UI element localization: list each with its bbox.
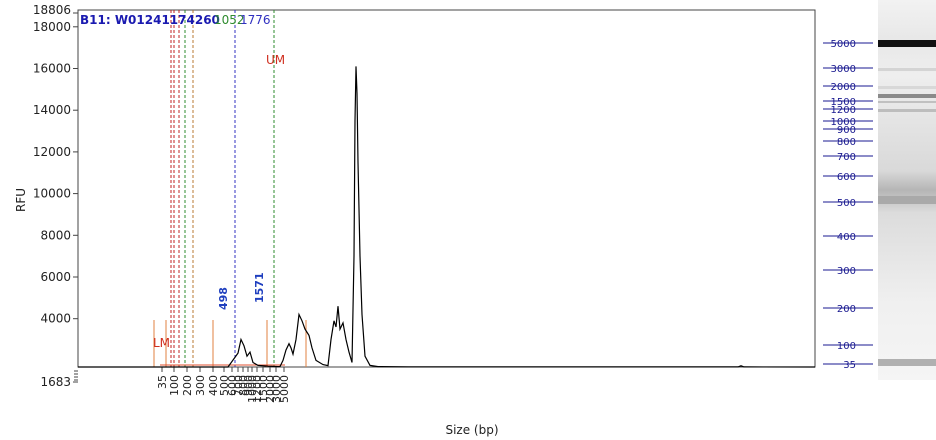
gel-band [878,40,936,47]
y-tick-label: 14000 [33,103,71,117]
y-axis-title: RFU [14,188,28,212]
y-tick-label: 12000 [33,145,71,159]
ladder-tick-label: 1500 [831,97,856,108]
y-tick-label: 18000 [33,20,71,34]
gel-band [878,101,936,103]
ladder-tick-label: 400 [837,232,856,243]
gel-lane [878,0,936,380]
ladder-tick-label: 1000 [831,117,856,128]
x-tick-label: 500 [218,375,231,396]
ladder-tick-label: 600 [837,172,856,183]
x-tick-label: 1000 [246,375,259,403]
x-tick-label: 300 [194,375,207,396]
x-tick-label: 900 [242,375,255,396]
gel-band [878,86,936,89]
sample-title: B11: W01241174260 [80,13,220,27]
ladder-tick-label: 200 [837,304,856,315]
ladder-tick-label: 5000 [831,39,856,50]
x-tick-label: 1200 [251,375,264,403]
y-tick-label: 10000 [33,187,71,201]
gel-band [878,196,936,204]
y-tick-label: 16000 [33,62,71,76]
peak-label: 1571 [253,272,266,303]
y-min-label: 1683 [40,375,71,389]
ladder-tick-label: 35 [843,360,856,371]
x-tick-label: 700 [232,375,245,396]
x-tick-label: 600 [226,375,239,396]
ladder-tick-label: 100 [837,341,856,352]
x-tick-label: 1500 [257,375,270,403]
peak-label: 498 [217,287,230,310]
ladder-tick-label: 3000 [831,64,856,75]
gel-band [878,68,936,71]
upper-marker-label: UM [266,53,285,67]
ladder-tick-label: 2000 [831,82,856,93]
x-tick-label: 5000 [278,375,291,403]
x-tick-label: 200 [181,375,194,396]
region-label: 1052 [214,13,245,27]
gel-band [878,94,936,98]
y-tick-label: 6000 [40,270,71,284]
ladder-tick-label: 900 [837,125,856,136]
y-tick-label: 8000 [40,228,71,242]
gel-band [878,109,936,112]
x-tick-label: 2000 [264,375,277,403]
ladder-tick-label: 1200 [831,105,856,116]
lower-marker-label: LM [153,336,170,350]
x-axis-title: Size (bp) [445,423,498,437]
gel-band [878,359,936,366]
ladder-tick-label: 800 [837,137,856,148]
ladder-tick-label: 500 [837,198,856,209]
x-tick-label: 100 [168,375,181,396]
region-label: 1776 [240,13,271,27]
x-tick-label: 800 [237,375,250,396]
ladder-tick-label: 700 [837,152,856,163]
plot-frame [77,9,816,368]
y-max-label: 18806 [33,3,71,17]
x-tick-label: 35 [156,375,169,389]
ladder-tick-label: 300 [837,266,856,277]
x-tick-label: 3000 [270,375,283,403]
y-tick-label: 4000 [40,312,71,326]
electropherogram-trace [78,66,816,368]
x-tick-label: 400 [207,375,220,396]
